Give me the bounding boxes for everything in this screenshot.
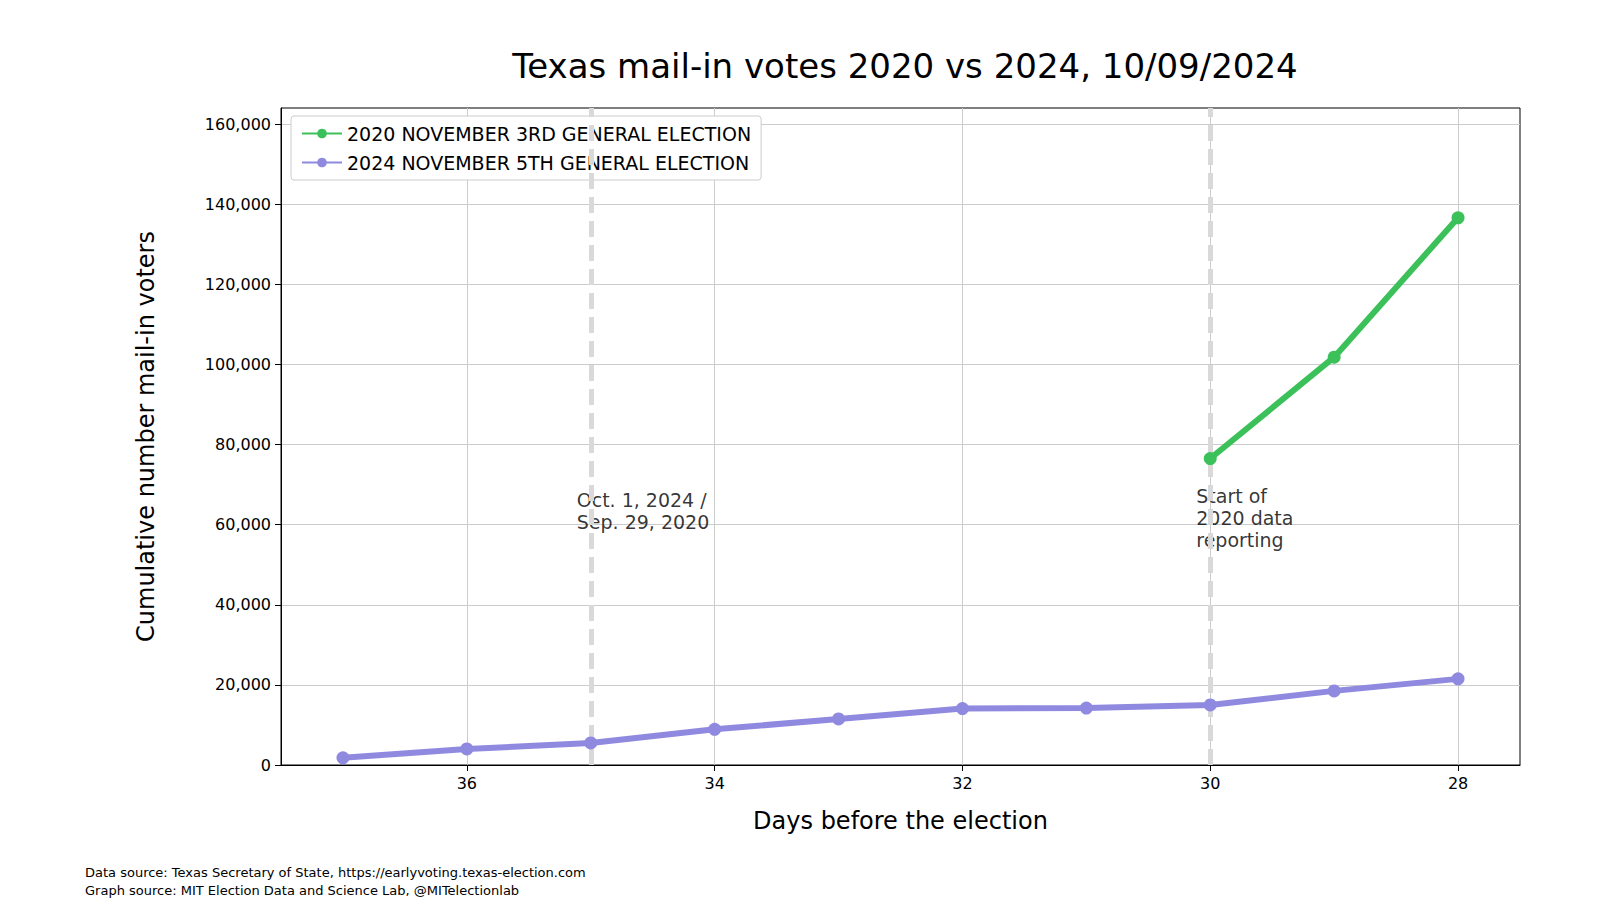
svg-text:2024 NOVEMBER 5TH GENERAL ELEC: 2024 NOVEMBER 5TH GENERAL ELECTION bbox=[347, 152, 749, 174]
svg-text:2020 data: 2020 data bbox=[1196, 506, 1294, 529]
svg-text:20,000: 20,000 bbox=[215, 675, 271, 694]
svg-text:2020 NOVEMBER 3RD GENERAL ELEC: 2020 NOVEMBER 3RD GENERAL ELECTION bbox=[347, 123, 751, 145]
svg-text:28: 28 bbox=[1448, 774, 1468, 793]
svg-text:36: 36 bbox=[457, 774, 477, 793]
svg-text:60,000: 60,000 bbox=[215, 515, 271, 534]
svg-text:32: 32 bbox=[952, 774, 972, 793]
svg-text:Graph source: MIT Election Dat: Graph source: MIT Election Data and Scie… bbox=[85, 883, 519, 898]
svg-text:reporting: reporting bbox=[1196, 528, 1284, 551]
svg-text:40,000: 40,000 bbox=[215, 595, 271, 614]
svg-text:160,000: 160,000 bbox=[205, 115, 271, 134]
svg-text:30: 30 bbox=[1200, 774, 1220, 793]
svg-text:80,000: 80,000 bbox=[215, 435, 271, 454]
svg-text:Oct. 1, 2024 /: Oct. 1, 2024 / bbox=[577, 489, 707, 511]
svg-text:100,000: 100,000 bbox=[205, 355, 271, 374]
svg-text:0: 0 bbox=[261, 756, 271, 775]
svg-text:Cumulative number mail-in vote: Cumulative number mail-in voters bbox=[132, 231, 160, 642]
svg-text:Texas mail-in votes 2020 vs 20: Texas mail-in votes 2020 vs 2024, 10/09/… bbox=[511, 46, 1298, 86]
svg-text:Start of: Start of bbox=[1196, 485, 1268, 507]
svg-text:34: 34 bbox=[704, 774, 724, 793]
svg-text:Data source: Texas Secretary o: Data source: Texas Secretary of State, h… bbox=[85, 865, 586, 880]
svg-text:120,000: 120,000 bbox=[205, 275, 271, 294]
svg-text:Days before the election: Days before the election bbox=[753, 807, 1048, 835]
svg-text:Sep. 29, 2020: Sep. 29, 2020 bbox=[577, 511, 710, 533]
svg-text:140,000: 140,000 bbox=[205, 195, 271, 214]
